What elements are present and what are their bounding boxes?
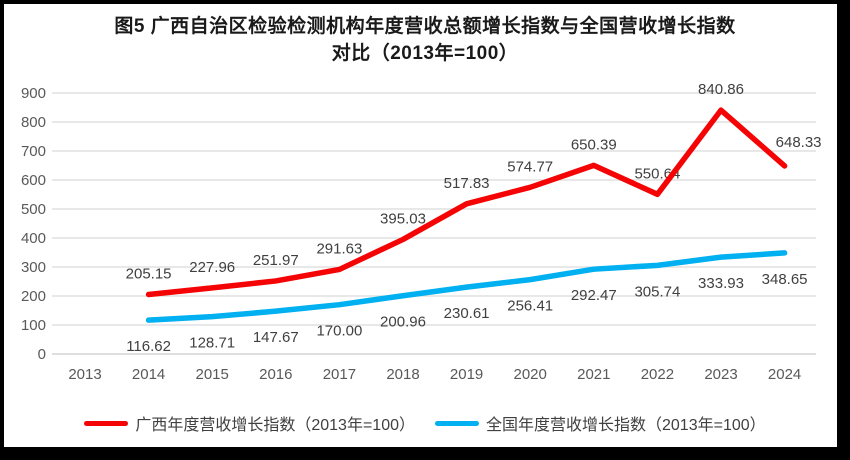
data-label: 395.03 [380,210,426,227]
y-axis-tick-label: 500 [21,201,46,218]
y-axis-tick-label: 0 [38,346,46,363]
data-label: 227.96 [189,259,235,276]
x-axis-tick-label: 2024 [768,366,801,383]
data-label: 128.71 [189,335,235,352]
legend-label-national: 全国年度营收增长指数（2013年=100） [486,417,766,434]
guangxi-series-line [145,107,788,298]
x-axis-tick-label: 2019 [450,366,483,383]
x-axis-tick-label: 2013 [68,366,101,383]
legend-label-guangxi: 广西年度营收增长指数（2013年=100） [135,417,415,434]
data-label: 333.93 [698,275,744,292]
blue-line-swatch [435,420,479,426]
x-axis-tick-label: 2020 [514,366,547,383]
y-axis-tick-label: 700 [21,143,46,160]
x-axis-tick-label: 2015 [196,366,229,383]
x-axis-tick-label: 2022 [641,366,674,383]
data-label: 205.15 [126,266,172,283]
x-axis-tick-label: 2014 [132,366,165,383]
chart-title: 图5 广西自治区检验检测机构年度营收总额增长指数与全国营收增长指数对比（2013… [114,16,736,64]
data-label: 291.63 [316,240,362,257]
y-axis-tick-label: 800 [21,114,46,131]
data-label: 650.39 [571,136,617,153]
data-label: 574.77 [507,158,553,175]
data-label: 517.83 [444,175,490,192]
legend-item-guangxi: 广西年度营收增长指数（2013年=100） [84,411,415,435]
data-label: 147.67 [253,329,299,346]
data-label: 170.00 [316,323,362,340]
y-axis-tick-label: 900 [21,85,46,102]
x-axis-tick-label: 2021 [577,366,610,383]
x-axis-tick-label: 2018 [386,366,419,383]
data-label: 200.96 [380,314,426,331]
x-axis-tick-label: 2023 [704,366,737,383]
data-label: 256.41 [507,298,553,315]
legend: 广西年度营收增长指数（2013年=100） 全国年度营收增长指数（2013年=1… [0,408,850,438]
data-label: 230.61 [444,305,490,322]
data-label: 251.97 [253,252,299,269]
y-axis-tick-label: 200 [21,288,46,305]
data-label: 840.86 [698,81,744,98]
data-label: 116.62 [126,338,171,355]
data-label: 292.47 [571,287,617,304]
data-label: 348.65 [762,271,808,288]
red-line-swatch [84,420,129,426]
x-axis-tick-label: 2016 [259,366,292,383]
data-label: 305.74 [634,283,680,300]
x-axis-tick-label: 2017 [323,366,356,383]
y-axis-tick-label: 100 [21,317,46,334]
data-label: 648.33 [776,134,822,151]
national-series-line [145,250,788,323]
y-axis-tick-label: 400 [21,230,46,247]
y-axis-tick-label: 600 [21,172,46,189]
legend-item-national: 全国年度营收增长指数（2013年=100） [435,411,766,435]
y-axis-tick-label: 300 [21,259,46,276]
